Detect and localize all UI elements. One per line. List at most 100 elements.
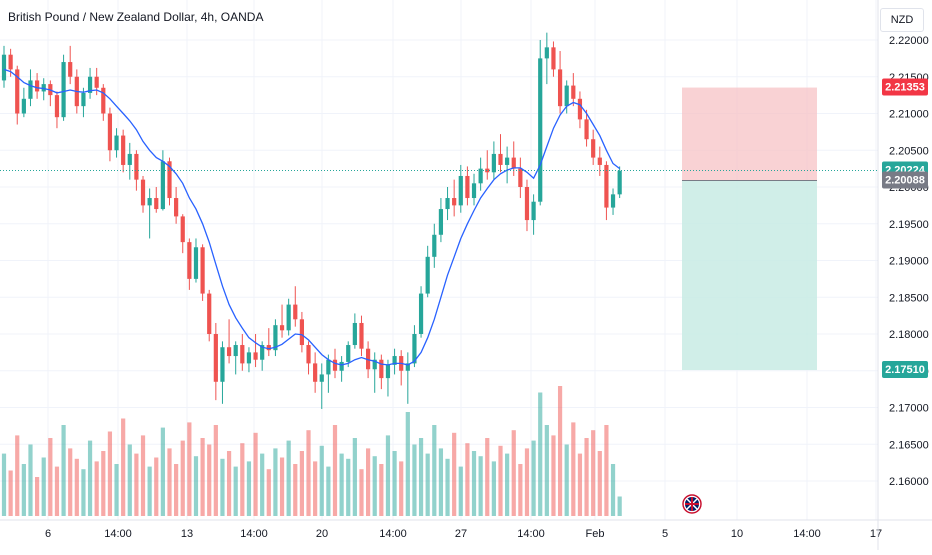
candle-body <box>61 62 66 118</box>
volume-bar <box>564 444 569 516</box>
volume-bar <box>366 448 371 516</box>
candle-body <box>306 345 311 364</box>
volume-bar <box>445 458 450 516</box>
candle-body <box>101 87 106 114</box>
candle-body <box>366 348 371 370</box>
candle-body <box>220 347 225 382</box>
volume-bar <box>339 453 344 516</box>
volume-bar <box>266 469 271 516</box>
candle-body <box>359 322 364 349</box>
candle-body <box>491 153 496 173</box>
volume-bar <box>160 427 165 516</box>
candle-body <box>471 183 477 199</box>
volume-bar <box>432 425 437 516</box>
volume-bar <box>299 451 304 516</box>
candle-body <box>332 359 338 371</box>
volume-bar <box>597 451 602 516</box>
volume-bar <box>107 431 113 516</box>
volume-bar <box>491 461 496 516</box>
volume-bar <box>577 453 583 516</box>
volume-bar <box>200 438 205 516</box>
candle-body <box>392 356 397 365</box>
y-tick-label: 2.19500 <box>889 219 929 231</box>
volume-bar <box>591 430 596 516</box>
volume-bar <box>418 438 424 516</box>
price-badge-label: 2.17510 <box>885 364 925 376</box>
candle-body <box>372 359 377 370</box>
volume-bar <box>412 444 417 516</box>
candle-body <box>68 62 73 77</box>
volume-bar <box>74 458 79 516</box>
x-tick-label: 14:00 <box>793 528 821 540</box>
volume-bar <box>180 440 185 516</box>
volume-bar <box>372 456 377 516</box>
volume-bar <box>478 456 483 516</box>
candle-body <box>617 170 622 195</box>
candle-body <box>8 54 13 70</box>
volume-bar <box>28 444 33 516</box>
candle-body <box>94 76 99 88</box>
volume-bar <box>8 470 13 516</box>
candle-body <box>174 198 179 217</box>
candle-body <box>167 161 172 199</box>
candles <box>1 32 622 409</box>
candle-body <box>299 319 304 346</box>
volume-bar <box>54 466 60 516</box>
y-tick-label: 2.18000 <box>889 329 929 341</box>
candle-body <box>121 135 126 165</box>
volume-bar <box>35 477 40 516</box>
volume-bar <box>452 432 457 516</box>
stop-loss-zone <box>682 87 817 181</box>
candle-body <box>127 153 132 165</box>
candle-body <box>134 153 139 180</box>
symbol-title[interactable]: British Pound / New Zealand Dollar, 4h, … <box>6 10 266 24</box>
volume-bar <box>87 440 93 516</box>
candle-body <box>505 157 510 165</box>
volume-bar <box>571 422 576 516</box>
volume-bar <box>319 445 324 516</box>
volume-bar <box>505 453 510 516</box>
volume-bar <box>471 451 477 516</box>
candle-body <box>240 345 245 364</box>
candle-body <box>531 201 536 221</box>
x-tick-label: 14:00 <box>104 528 132 540</box>
price-badge-label: 2.20088 <box>885 175 925 187</box>
candle-body <box>193 247 199 279</box>
take-profit-zone <box>682 180 817 371</box>
volume-bar <box>1 453 7 516</box>
volume-bar <box>286 440 291 516</box>
volume-bar <box>220 458 225 516</box>
volume-bar <box>359 469 364 516</box>
x-tick-label: 14:00 <box>379 528 407 540</box>
volume-bar <box>385 435 391 516</box>
volume-bar <box>147 466 152 516</box>
volume-bar <box>140 435 146 516</box>
position-zones <box>682 87 817 371</box>
candle-body <box>518 168 523 187</box>
candle-body <box>266 345 271 351</box>
candle-body <box>54 95 60 118</box>
candle-body <box>273 325 278 351</box>
candle-body <box>385 364 391 379</box>
candle-body <box>524 187 530 221</box>
volume-bar <box>41 457 46 516</box>
volume-bar <box>48 438 53 516</box>
candle-body <box>604 164 609 208</box>
candle-body <box>438 209 444 235</box>
candle-body <box>584 119 589 140</box>
currency-button[interactable]: NZD <box>880 8 924 32</box>
x-tick-label: 13 <box>181 528 193 540</box>
volume-bar <box>465 443 470 516</box>
volume-bars <box>1 386 622 516</box>
volume-bar <box>213 425 218 516</box>
volume-bar <box>68 448 73 516</box>
candle-body <box>154 198 159 210</box>
x-tick-label: 14:00 <box>517 528 545 540</box>
candle-body <box>41 84 46 92</box>
uk-flag-icon <box>682 494 702 514</box>
candle-body <box>319 374 324 382</box>
volume-bar <box>557 386 563 516</box>
